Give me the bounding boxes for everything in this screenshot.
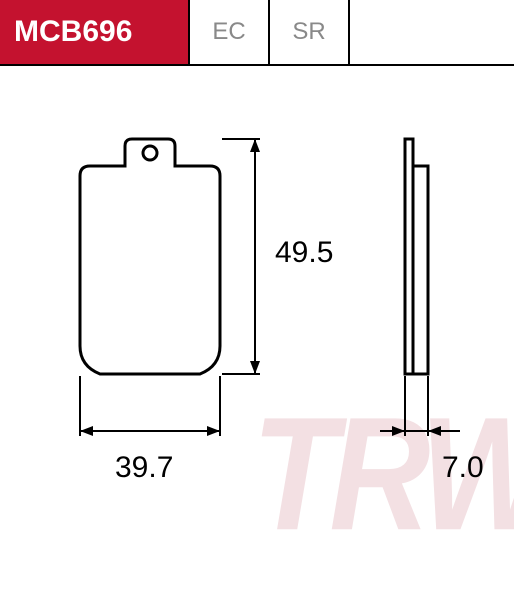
dim-thickness-label: 7.0 [442, 451, 484, 485]
dim-width-label: 39.7 [115, 451, 173, 485]
dim-height-label: 49.5 [275, 236, 333, 270]
variant-ec: EC [190, 0, 270, 64]
spec-sheet: MCB696 EC SR TRW [0, 0, 514, 600]
brake-pad-front-view [50, 136, 300, 516]
header-row: MCB696 EC SR [0, 0, 514, 66]
diagram-area: TRW [0, 66, 514, 600]
variant-sr: SR [270, 0, 350, 64]
part-number: MCB696 [0, 0, 190, 64]
